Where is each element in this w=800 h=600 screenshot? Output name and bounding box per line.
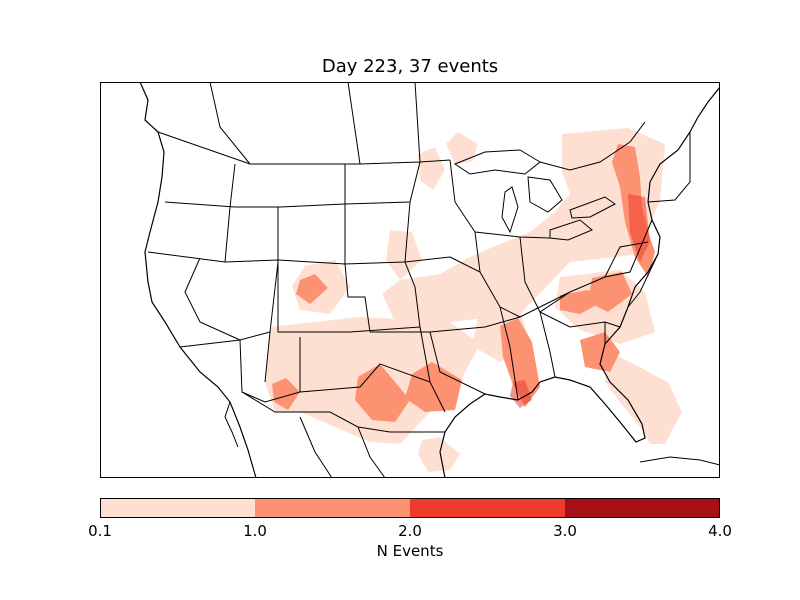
map-title: Day 223, 37 events bbox=[321, 56, 499, 77]
colorbar-label: N Events bbox=[376, 542, 444, 560]
colorbar-tick-label: 2.0 bbox=[398, 522, 422, 540]
colorbar-segment bbox=[410, 498, 565, 518]
colorbar bbox=[100, 498, 720, 518]
colorbar-segment bbox=[100, 498, 255, 518]
map-border bbox=[100, 82, 720, 478]
colorbar-segment bbox=[255, 498, 410, 518]
event-density-map bbox=[100, 82, 720, 478]
colorbar-tick-label: 4.0 bbox=[708, 522, 732, 540]
colorbar-segment bbox=[565, 498, 720, 518]
boundary-lines bbox=[139, 82, 720, 478]
event-area-medium bbox=[272, 144, 655, 422]
colorbar-tick-label: 1.0 bbox=[243, 522, 267, 540]
event-area-strong bbox=[510, 194, 650, 408]
colorbar-tick-label: 0.1 bbox=[88, 522, 112, 540]
colorbar-border bbox=[100, 498, 720, 518]
colorbar-tick-label: 3.0 bbox=[553, 522, 577, 540]
